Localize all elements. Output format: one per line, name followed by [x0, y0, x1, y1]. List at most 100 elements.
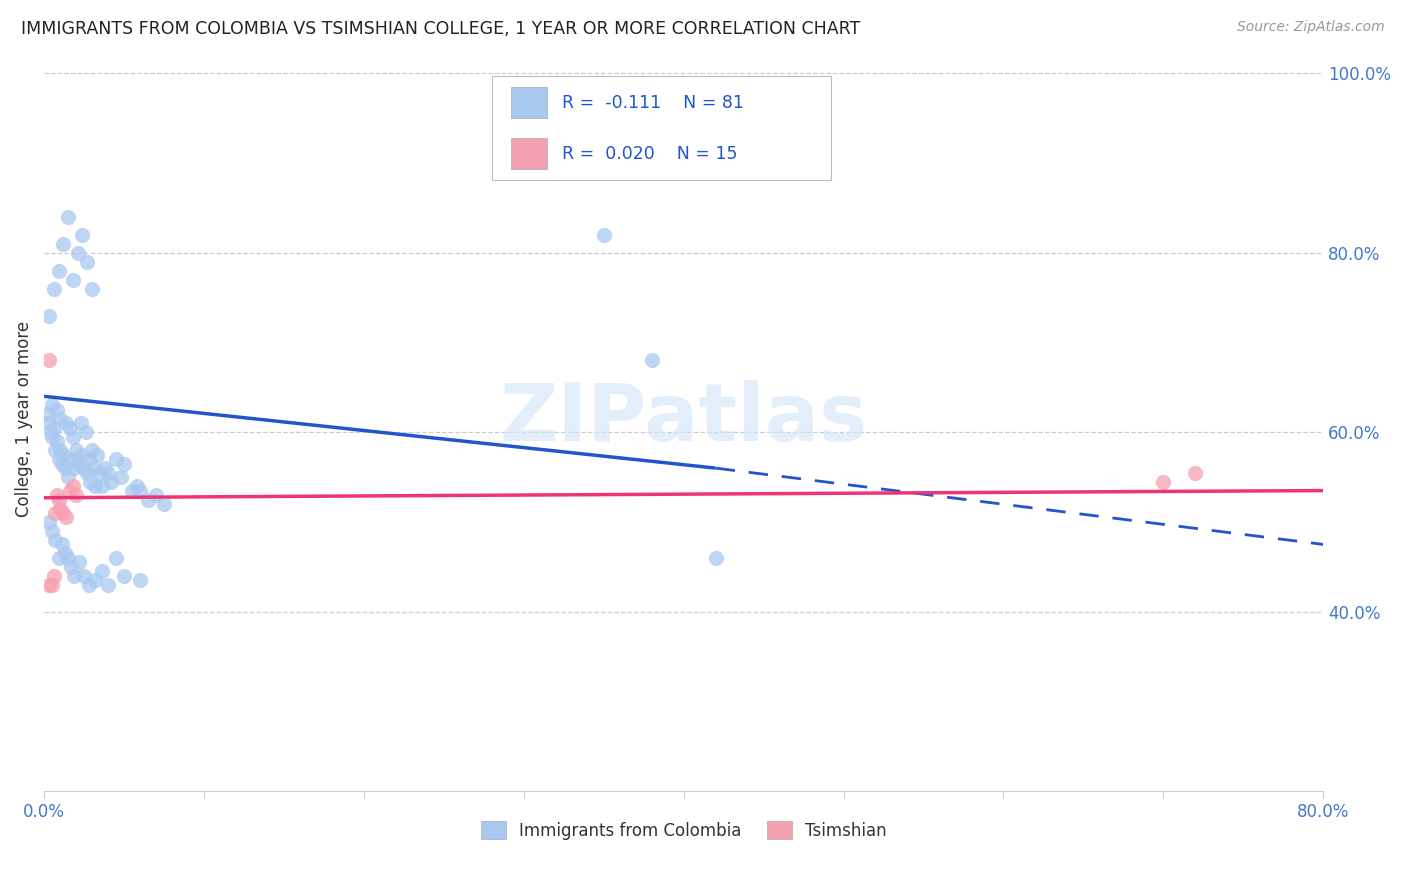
- Point: [39, 425, 62, 440]
- Point: [640, 353, 662, 368]
- Point: [56, 210, 79, 224]
- Point: [77, 578, 100, 592]
- Text: R =  -0.111    N = 81: R = -0.111 N = 81: [562, 94, 744, 112]
- Legend: Immigrants from Colombia, Tsimshian: Immigrants from Colombia, Tsimshian: [474, 814, 893, 847]
- Point: [38, 309, 60, 323]
- Point: [48, 550, 70, 565]
- Point: [129, 574, 152, 588]
- FancyBboxPatch shape: [492, 76, 831, 180]
- Text: Source: ZipAtlas.com: Source: ZipAtlas.com: [1237, 20, 1385, 34]
- Point: [67, 555, 90, 569]
- Point: [37, 407, 59, 421]
- Point: [105, 550, 128, 565]
- Point: [76, 466, 98, 480]
- Text: ZIPatlas: ZIPatlas: [499, 380, 868, 458]
- Point: [62, 272, 84, 286]
- Point: [72, 227, 94, 242]
- Point: [44, 533, 66, 547]
- Point: [125, 479, 148, 493]
- Point: [97, 578, 120, 592]
- Point: [97, 466, 120, 480]
- Point: [38, 353, 60, 368]
- Point: [67, 457, 90, 471]
- Point: [45, 488, 67, 502]
- Point: [38, 416, 60, 430]
- Point: [73, 569, 96, 583]
- Point: [49, 443, 72, 458]
- Point: [56, 550, 79, 565]
- Point: [56, 470, 79, 484]
- Point: [41, 578, 63, 592]
- Point: [77, 452, 100, 467]
- Point: [55, 416, 77, 430]
- Point: [592, 227, 614, 242]
- Point: [84, 574, 107, 588]
- Point: [65, 443, 87, 458]
- Point: [41, 398, 63, 412]
- Point: [55, 510, 77, 524]
- Point: [59, 421, 82, 435]
- Point: [62, 479, 84, 493]
- Point: [112, 569, 135, 583]
- Point: [59, 483, 82, 498]
- Point: [60, 452, 83, 467]
- Point: [136, 492, 159, 507]
- Point: [83, 461, 105, 475]
- Text: R =  0.020    N = 15: R = 0.020 N = 15: [562, 145, 738, 162]
- Point: [145, 488, 167, 502]
- Point: [60, 559, 83, 574]
- Bar: [510, 138, 547, 169]
- Point: [44, 443, 66, 458]
- Point: [72, 448, 94, 462]
- Point: [63, 569, 86, 583]
- Point: [1152, 475, 1174, 489]
- Point: [112, 457, 135, 471]
- Point: [52, 448, 75, 462]
- Point: [42, 282, 65, 296]
- Point: [73, 461, 96, 475]
- Point: [52, 506, 75, 520]
- Point: [53, 546, 76, 560]
- Point: [66, 245, 89, 260]
- Point: [80, 443, 103, 458]
- Point: [70, 416, 93, 430]
- Text: IMMIGRANTS FROM COLOMBIA VS TSIMSHIAN COLLEGE, 1 YEAR OR MORE CORRELATION CHART: IMMIGRANTS FROM COLOMBIA VS TSIMSHIAN CO…: [21, 20, 860, 37]
- Point: [66, 452, 89, 467]
- Point: [49, 501, 72, 516]
- Point: [62, 430, 84, 444]
- Point: [44, 506, 66, 520]
- Point: [51, 537, 73, 551]
- Point: [1184, 466, 1206, 480]
- Point: [42, 421, 65, 435]
- Point: [42, 569, 65, 583]
- Point: [89, 466, 111, 480]
- Point: [76, 254, 98, 268]
- Point: [121, 483, 143, 498]
- Point: [48, 492, 70, 507]
- Bar: [510, 87, 547, 119]
- Point: [105, 452, 128, 467]
- Point: [49, 411, 72, 425]
- Point: [41, 524, 63, 538]
- Point: [63, 461, 86, 475]
- Point: [80, 282, 103, 296]
- Point: [153, 497, 176, 511]
- Point: [94, 461, 117, 475]
- Point: [129, 483, 152, 498]
- Point: [38, 515, 60, 529]
- Point: [48, 452, 70, 467]
- Point: [110, 470, 132, 484]
- Point: [53, 461, 76, 475]
- Point: [75, 425, 97, 440]
- Point: [45, 402, 67, 417]
- Point: [100, 475, 122, 489]
- Point: [65, 488, 87, 502]
- Point: [41, 430, 63, 444]
- Y-axis label: College, 1 year or more: College, 1 year or more: [15, 321, 32, 516]
- Point: [48, 263, 70, 277]
- Point: [51, 457, 73, 471]
- Point: [45, 434, 67, 449]
- Point: [38, 578, 60, 592]
- Point: [704, 550, 727, 565]
- Point: [90, 565, 112, 579]
